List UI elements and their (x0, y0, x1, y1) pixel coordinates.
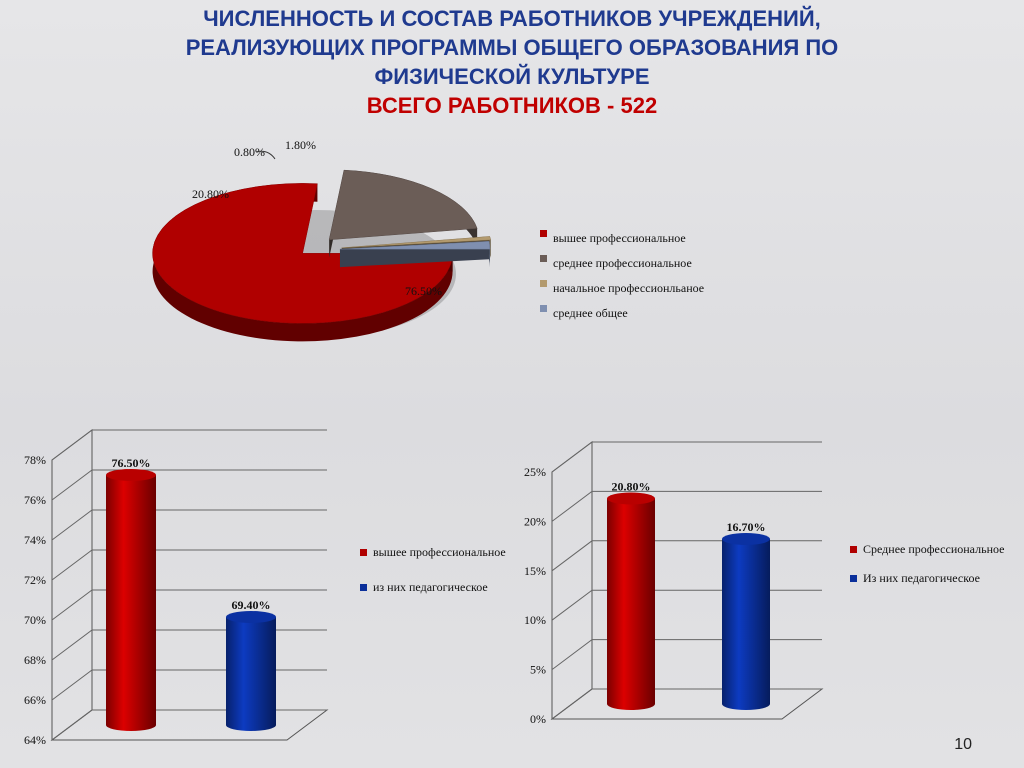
side-wall (51, 429, 93, 741)
y-tick-label: 74% (24, 533, 46, 547)
bar (106, 475, 156, 731)
pie-data-label: 76.50% (405, 284, 442, 298)
side-wall (551, 441, 593, 720)
bar1-legend-item-label: из них педагогическое (373, 580, 488, 594)
gridline (551, 490, 822, 522)
gridline (51, 549, 327, 581)
bar (226, 617, 276, 731)
gridline (51, 669, 327, 701)
gridline (51, 629, 327, 661)
pie-legend: вышее профессиональное среднее профессион… (540, 226, 704, 326)
gridline (551, 441, 822, 473)
y-tick-label: 70% (24, 613, 46, 627)
pie-leader-line (255, 150, 276, 160)
bar2-legend-item-label: Среднее профессиональное (863, 542, 1005, 556)
bar-data-label: 69.40% (232, 598, 271, 612)
bar-data-label: 20.80% (612, 479, 651, 493)
bar1-legend-item-swatch (360, 584, 367, 591)
pie-legend-item: начальное профессионльаное (540, 276, 704, 301)
bar-top (226, 611, 276, 623)
pie-slice (339, 240, 491, 250)
pie-slice-side (489, 236, 491, 258)
pie-legend-item: среднее профессиональное (540, 251, 704, 276)
bar-top (607, 492, 655, 505)
pie-legend-item-label: вышее профессиональное (553, 231, 686, 245)
y-tick-label: 76% (24, 493, 46, 507)
y-tick-label: 68% (24, 653, 46, 667)
gridline (51, 469, 327, 501)
bar (722, 539, 770, 710)
bar1-legend-item: вышее профессиональное (360, 545, 530, 560)
pie-legend-item-label: среднее общее (553, 306, 628, 320)
bar2-legend-item: Из них педагогическое (850, 571, 1015, 586)
gridline (51, 509, 327, 541)
pie-chart: 76.50% 20.80% 0.80% 1.80% (152, 138, 492, 342)
bar-data-label: 16.70% (727, 520, 766, 534)
bar2-legend-item-swatch (850, 575, 857, 582)
y-tick-label: 10% (524, 613, 546, 627)
y-tick-label: 20% (524, 514, 546, 528)
total-workers-subtitle: ВСЕГО РАБОТНИКОВ - 522 (366, 93, 658, 118)
title-line-3: ФИЗИЧЕСКОЙ КУЛЬТУРЕ (374, 64, 650, 89)
gridline (551, 688, 822, 720)
bar-top (722, 533, 770, 546)
pie-legend-item-swatch (540, 255, 547, 262)
gridline (51, 709, 327, 741)
bar2-legend-item: Среднее профессиональное (850, 542, 1015, 557)
bar2-legend-item-label: Из них педагогическое (863, 571, 980, 585)
pie-data-label: 20.80% (192, 187, 229, 201)
title-line-2: РЕАЛИЗУЮЩИХ ПРОГРАММЫ ОБЩЕГО ОБРАЗОВАНИЯ… (185, 35, 839, 60)
pie-legend-item-swatch (540, 305, 547, 312)
y-tick-label: 64% (24, 733, 46, 747)
bar (607, 498, 655, 710)
bar1-legend: вышее профессиональное из них педагогичес… (360, 545, 530, 595)
y-tick-label: 72% (24, 573, 46, 587)
slide-title: ЧИСЛЕННОСТЬ И СОСТАВ РАБОТНИКОВ УЧРЕЖДЕН… (0, 4, 1024, 120)
y-tick-label: 78% (24, 453, 46, 467)
pie-slice (341, 236, 492, 249)
bar2-legend-item-swatch (850, 546, 857, 553)
pie-legend-item-label: начальное профессионльаное (553, 281, 705, 295)
gridline (51, 429, 327, 461)
pie-legend-item: среднее общее (540, 301, 704, 326)
bar-chart-secondary-education: 0% 5% 10% 15% 20% 25% 20.80% 16.70% (524, 441, 824, 726)
gridline (51, 589, 327, 621)
y-tick-label: 0% (530, 712, 546, 726)
pie-legend-item-swatch (540, 280, 547, 287)
pie-legend-item-swatch (540, 230, 547, 237)
y-tick-label: 15% (524, 564, 546, 578)
floor (550, 688, 824, 720)
bar-chart-higher-education: 64% 66% 68% 70% 72% 74% 76% 78% 76.50% 69.40% (24, 429, 329, 747)
title-line-1: ЧИСЛЕННОСТЬ И СОСТАВ РАБОТНИКОВ УЧРЕЖДЕН… (203, 6, 821, 31)
bar-top (106, 469, 156, 481)
bar1-legend-item: из них педагогическое (360, 580, 530, 595)
bar-data-label: 76.50% (112, 456, 151, 470)
y-tick-label: 66% (24, 693, 46, 707)
pie-data-label: 0.80% (234, 145, 265, 159)
pie-slice (328, 169, 478, 241)
y-tick-label: 25% (524, 465, 546, 479)
bar2-legend: Среднее профессиональное Из них педагогич… (850, 542, 1015, 586)
pie-data-label: 1.80% (285, 138, 316, 152)
y-tick-label: 5% (530, 663, 546, 677)
pie-slice (152, 183, 453, 324)
bar1-legend-item-swatch (360, 549, 367, 556)
pie-legend-item-label: среднее профессиональное (553, 256, 692, 270)
floor (50, 709, 329, 741)
bar1-legend-item-label: вышее профессиональное (373, 545, 506, 559)
pie-legend-item: вышее профессиональное (540, 226, 704, 251)
slide-number: 10 (954, 736, 972, 753)
